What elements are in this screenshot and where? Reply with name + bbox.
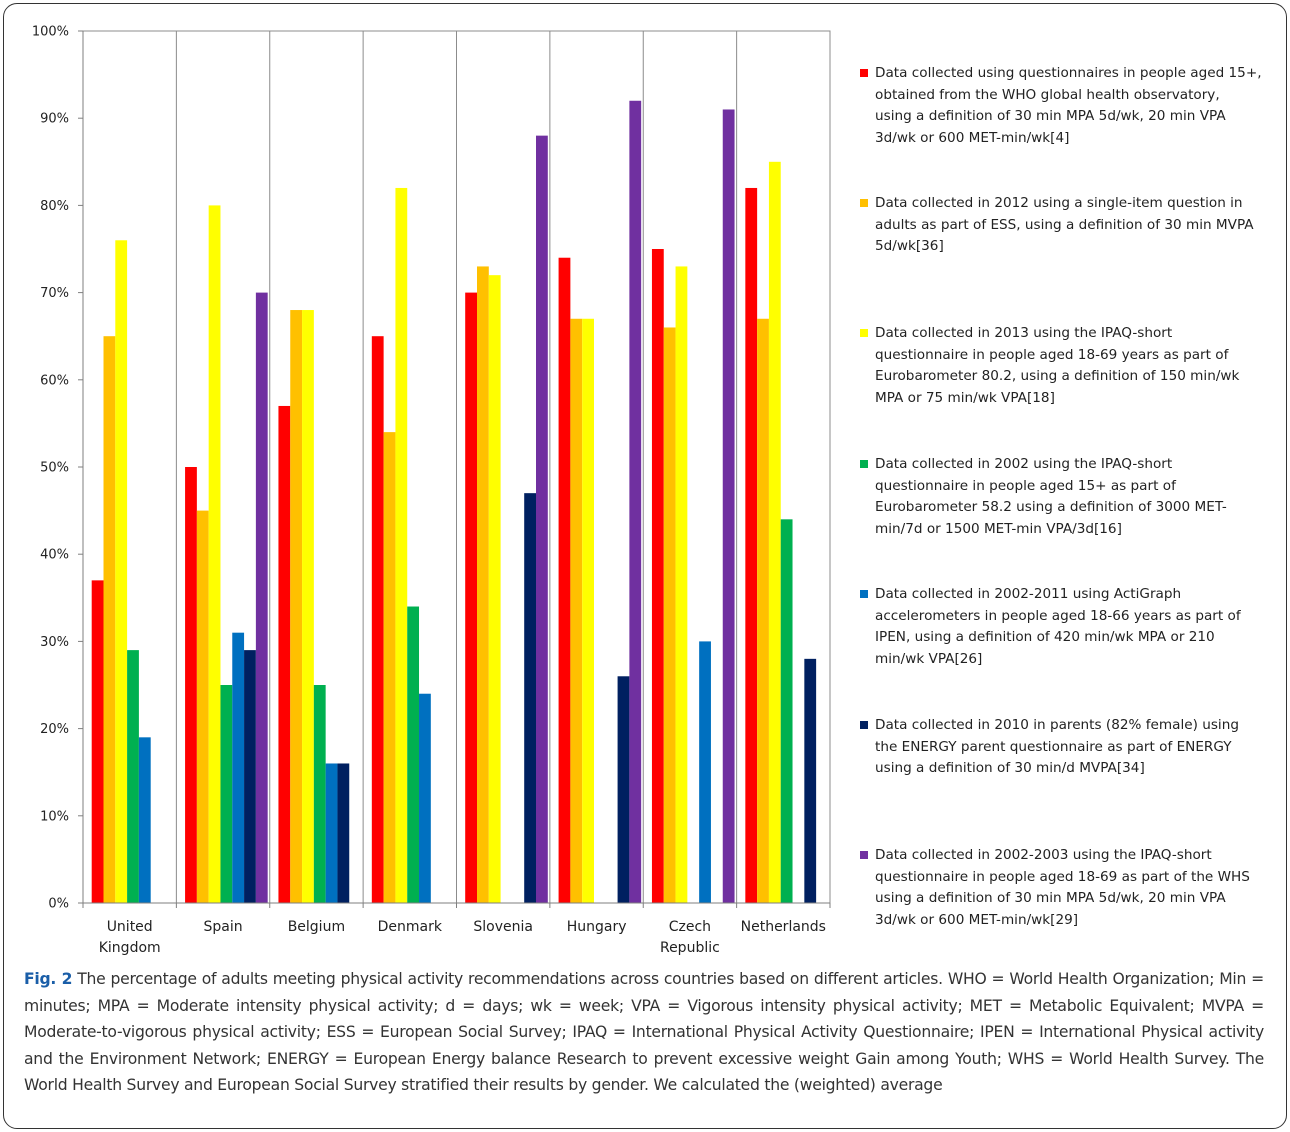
bar xyxy=(290,310,303,903)
legend-swatch xyxy=(860,590,868,598)
bar xyxy=(255,292,268,904)
y-tick-label: 80% xyxy=(40,199,69,214)
figure-caption: Fig. 2 The percentage of adults meeting … xyxy=(24,966,1264,1099)
category-label: Netherlands xyxy=(741,919,826,935)
bar xyxy=(371,336,384,903)
category-label: Hungary xyxy=(567,919,627,935)
category-label: Slovenia xyxy=(473,919,533,935)
bar-chart: 0% 10% 20% 30% 40% 50% 60% 70% 80% 90% 100% United… xyxy=(32,25,831,956)
axes xyxy=(78,30,831,908)
caption-label: Fig. 2 xyxy=(24,970,73,988)
y-tick-label: 10% xyxy=(40,809,69,824)
bar xyxy=(302,310,314,903)
bar xyxy=(745,187,758,903)
bar xyxy=(278,405,291,903)
bar xyxy=(477,266,489,903)
bar xyxy=(629,100,642,903)
category-label: Czech xyxy=(669,919,711,935)
legend-item: Data collected in 2002-2003 using the IP… xyxy=(860,845,1280,931)
bars xyxy=(91,100,817,904)
legend-swatch xyxy=(860,199,868,207)
y-tick-label: 40% xyxy=(40,548,69,563)
bar xyxy=(768,161,781,904)
bar xyxy=(383,432,396,903)
bar xyxy=(570,318,583,903)
legend-item: Data collected in 2002-2011 using ActiGr… xyxy=(860,584,1280,670)
bar xyxy=(220,685,233,903)
bar xyxy=(651,249,664,903)
bar xyxy=(488,275,501,903)
legend-swatch xyxy=(860,460,868,468)
legend-swatch xyxy=(860,721,868,729)
caption-text: The percentage of adults meeting physica… xyxy=(24,970,1264,1094)
category-label: Kingdom xyxy=(99,940,161,956)
bar xyxy=(617,676,630,903)
y-tick-label: 70% xyxy=(40,286,69,301)
bar xyxy=(232,632,245,903)
legend-item: Data collected in 2013 using the IPAQ-sh… xyxy=(860,323,1280,409)
bar xyxy=(524,493,536,903)
legend-label: Data collected in 2010 in parents (82% f… xyxy=(875,717,1239,776)
legend: Data collected using questionnaires in p… xyxy=(860,0,1280,960)
bar xyxy=(103,336,116,903)
bar xyxy=(582,318,594,903)
legend-label: Data collected using questionnaires in p… xyxy=(875,65,1262,146)
category-labels: United Kingdom Spain Belgium Denmark Slovenia… xyxy=(99,919,826,956)
bar xyxy=(127,650,139,903)
legend-swatch xyxy=(860,851,868,859)
legend-item: Data collected in 2012 using a single-it… xyxy=(860,193,1280,258)
bar xyxy=(395,187,408,903)
legend-item: Data collected in 2002 using the IPAQ-sh… xyxy=(860,454,1280,540)
bar xyxy=(536,135,548,903)
bar xyxy=(419,693,431,903)
figure-frame xyxy=(3,3,1287,1129)
legend-label: Data collected in 2012 using a single-it… xyxy=(875,195,1254,254)
category-label: Spain xyxy=(204,919,243,935)
y-tick-label: 30% xyxy=(40,635,69,650)
bar xyxy=(138,737,151,903)
bar xyxy=(407,606,420,903)
category-label: United xyxy=(107,919,153,935)
bar xyxy=(208,205,221,903)
y-tick-label: 20% xyxy=(40,722,69,737)
legend-label: Data collected in 2002 using the IPAQ-sh… xyxy=(875,456,1227,537)
y-tick-label: 100% xyxy=(32,25,69,40)
bar xyxy=(757,318,769,903)
bar xyxy=(804,658,817,903)
bar xyxy=(244,650,256,903)
legend-label: Data collected in 2013 using the IPAQ-sh… xyxy=(875,325,1240,406)
bar xyxy=(185,467,197,903)
category-label: Republic xyxy=(660,940,720,956)
bar xyxy=(115,240,128,903)
bar xyxy=(780,519,793,903)
y-tick-labels: 0% 10% 20% 30% 40% 50% 60% 70% 80% 90% 100% xyxy=(32,25,69,912)
bar xyxy=(325,763,338,903)
category-label: Denmark xyxy=(378,919,443,935)
y-tick-label: 60% xyxy=(40,373,69,388)
bar xyxy=(313,685,326,903)
legend-swatch xyxy=(860,69,868,77)
bar xyxy=(91,580,104,903)
bar xyxy=(722,109,735,904)
bar xyxy=(675,266,688,903)
bar xyxy=(465,292,477,904)
bar xyxy=(558,257,571,904)
legend-swatch xyxy=(860,329,868,337)
y-tick-label: 90% xyxy=(40,112,69,127)
category-label: Belgium xyxy=(288,919,345,935)
legend-item: Data collected in 2010 in parents (82% f… xyxy=(860,715,1280,780)
y-tick-label: 0% xyxy=(48,897,69,912)
legend-label: Data collected in 2002-2011 using ActiGr… xyxy=(875,586,1241,667)
legend-label: Data collected in 2002-2003 using the IP… xyxy=(875,847,1250,928)
bar xyxy=(196,510,209,903)
y-tick-label: 50% xyxy=(40,461,69,476)
bar xyxy=(663,327,676,904)
bar xyxy=(699,641,711,903)
legend-item: Data collected using questionnaires in p… xyxy=(860,63,1280,149)
bar xyxy=(337,763,350,903)
